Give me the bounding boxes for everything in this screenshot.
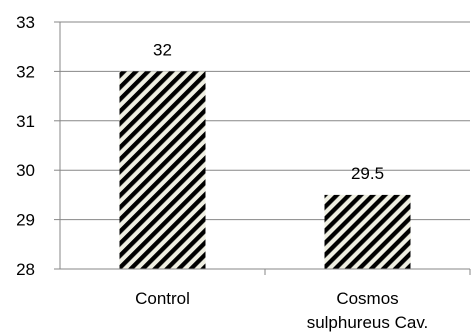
data-label: 32 <box>153 40 172 59</box>
bars <box>119 71 411 270</box>
x-tick-label: Control <box>135 289 190 308</box>
data-label: 29.5 <box>351 164 384 183</box>
bar <box>119 71 206 270</box>
y-tick-label: 32 <box>16 62 35 81</box>
y-tick-label: 28 <box>16 260 35 279</box>
bar <box>324 194 411 269</box>
labels: 28 29 30 31 32 33 32 Control 29.5 Cosmos sulphureu… <box>16 13 428 332</box>
y-tick-label: 30 <box>16 161 35 180</box>
y-tick-label: 29 <box>16 211 35 230</box>
y-tick-label: 33 <box>16 13 35 32</box>
axes <box>54 21 471 275</box>
x-tick-label: Cosmos <box>336 289 398 308</box>
y-tick-label: 31 <box>16 112 35 131</box>
x-tick-label: sulphureus Cav. <box>307 313 429 332</box>
